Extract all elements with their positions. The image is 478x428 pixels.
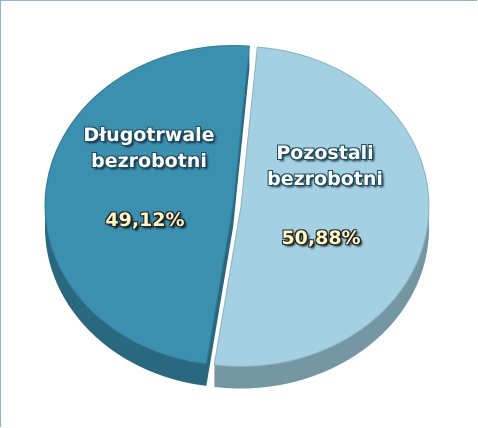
slice xyxy=(213,46,430,367)
value-label: 50,88% xyxy=(281,226,361,249)
slice-label: Pozostali bezrobotni xyxy=(267,141,383,190)
slice-label: Długotrwale bezrobotni xyxy=(83,124,215,173)
slice xyxy=(44,45,250,365)
value-label: 49,12% xyxy=(105,209,185,232)
